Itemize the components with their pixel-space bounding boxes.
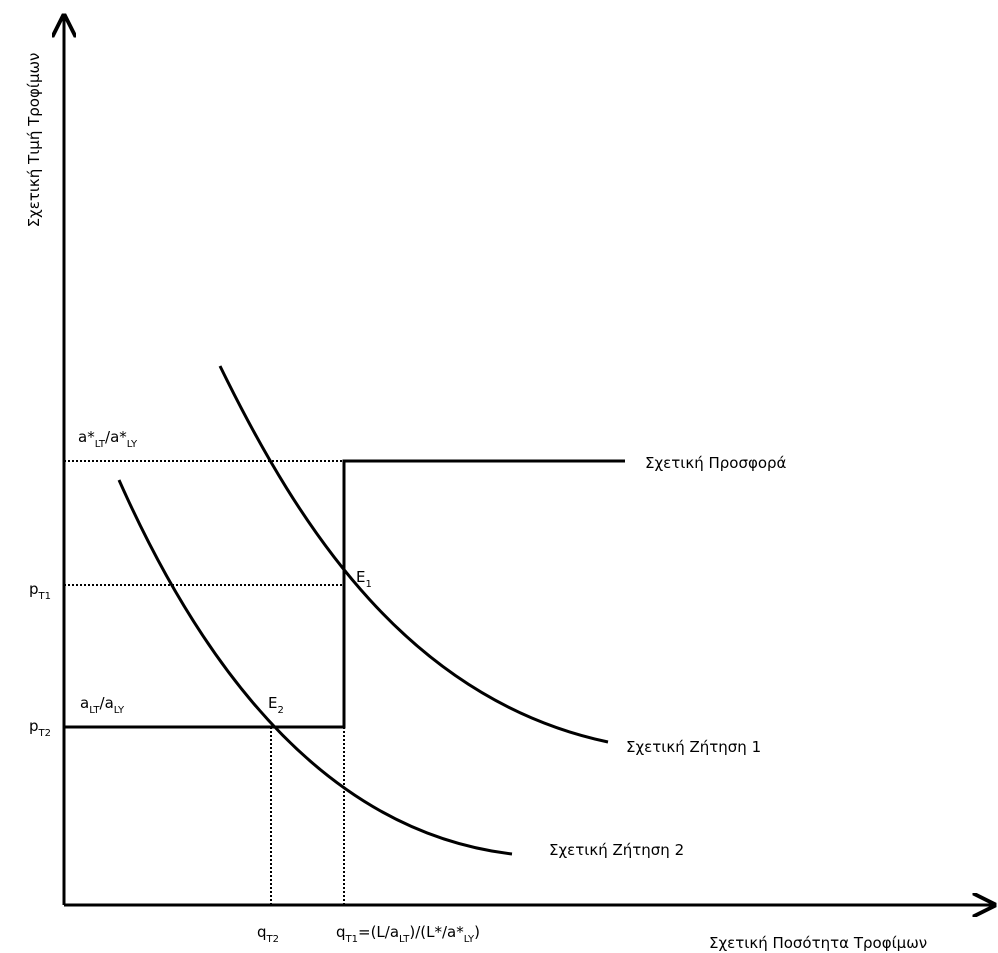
equilibrium-E1-label: E1 xyxy=(356,568,372,590)
lower-price-ratio-label: aLT/aLY xyxy=(80,694,125,716)
pT2-label: pT2 xyxy=(29,717,51,739)
equilibrium-E2-label: E2 xyxy=(268,694,284,716)
relative-supply-label: Σχετική Προσφορά xyxy=(645,454,787,472)
y-axis-title: Σχετική Τιμή Τροφίμων xyxy=(25,53,43,228)
qT2-label: qT2 xyxy=(257,923,279,945)
pT1-label: pT1 xyxy=(29,580,51,602)
relative-demand-1-curve xyxy=(218,365,609,744)
relative-demand-2-label: Σχετική Ζήτηση 2 xyxy=(549,841,684,859)
relative-demand-2-curve xyxy=(117,479,513,856)
relative-demand-1-label: Σχετική Ζήτηση 1 xyxy=(626,738,761,756)
upper-price-ratio-label: a*LT/a*LY xyxy=(78,428,138,450)
x-axis-title: Σχετική Ποσότητα Τροφίμων xyxy=(709,934,927,952)
qT1-formula-label: qT1=(L/aLT)/(L*/a*LY) xyxy=(336,923,480,945)
relative-supply-curve xyxy=(64,459,625,729)
